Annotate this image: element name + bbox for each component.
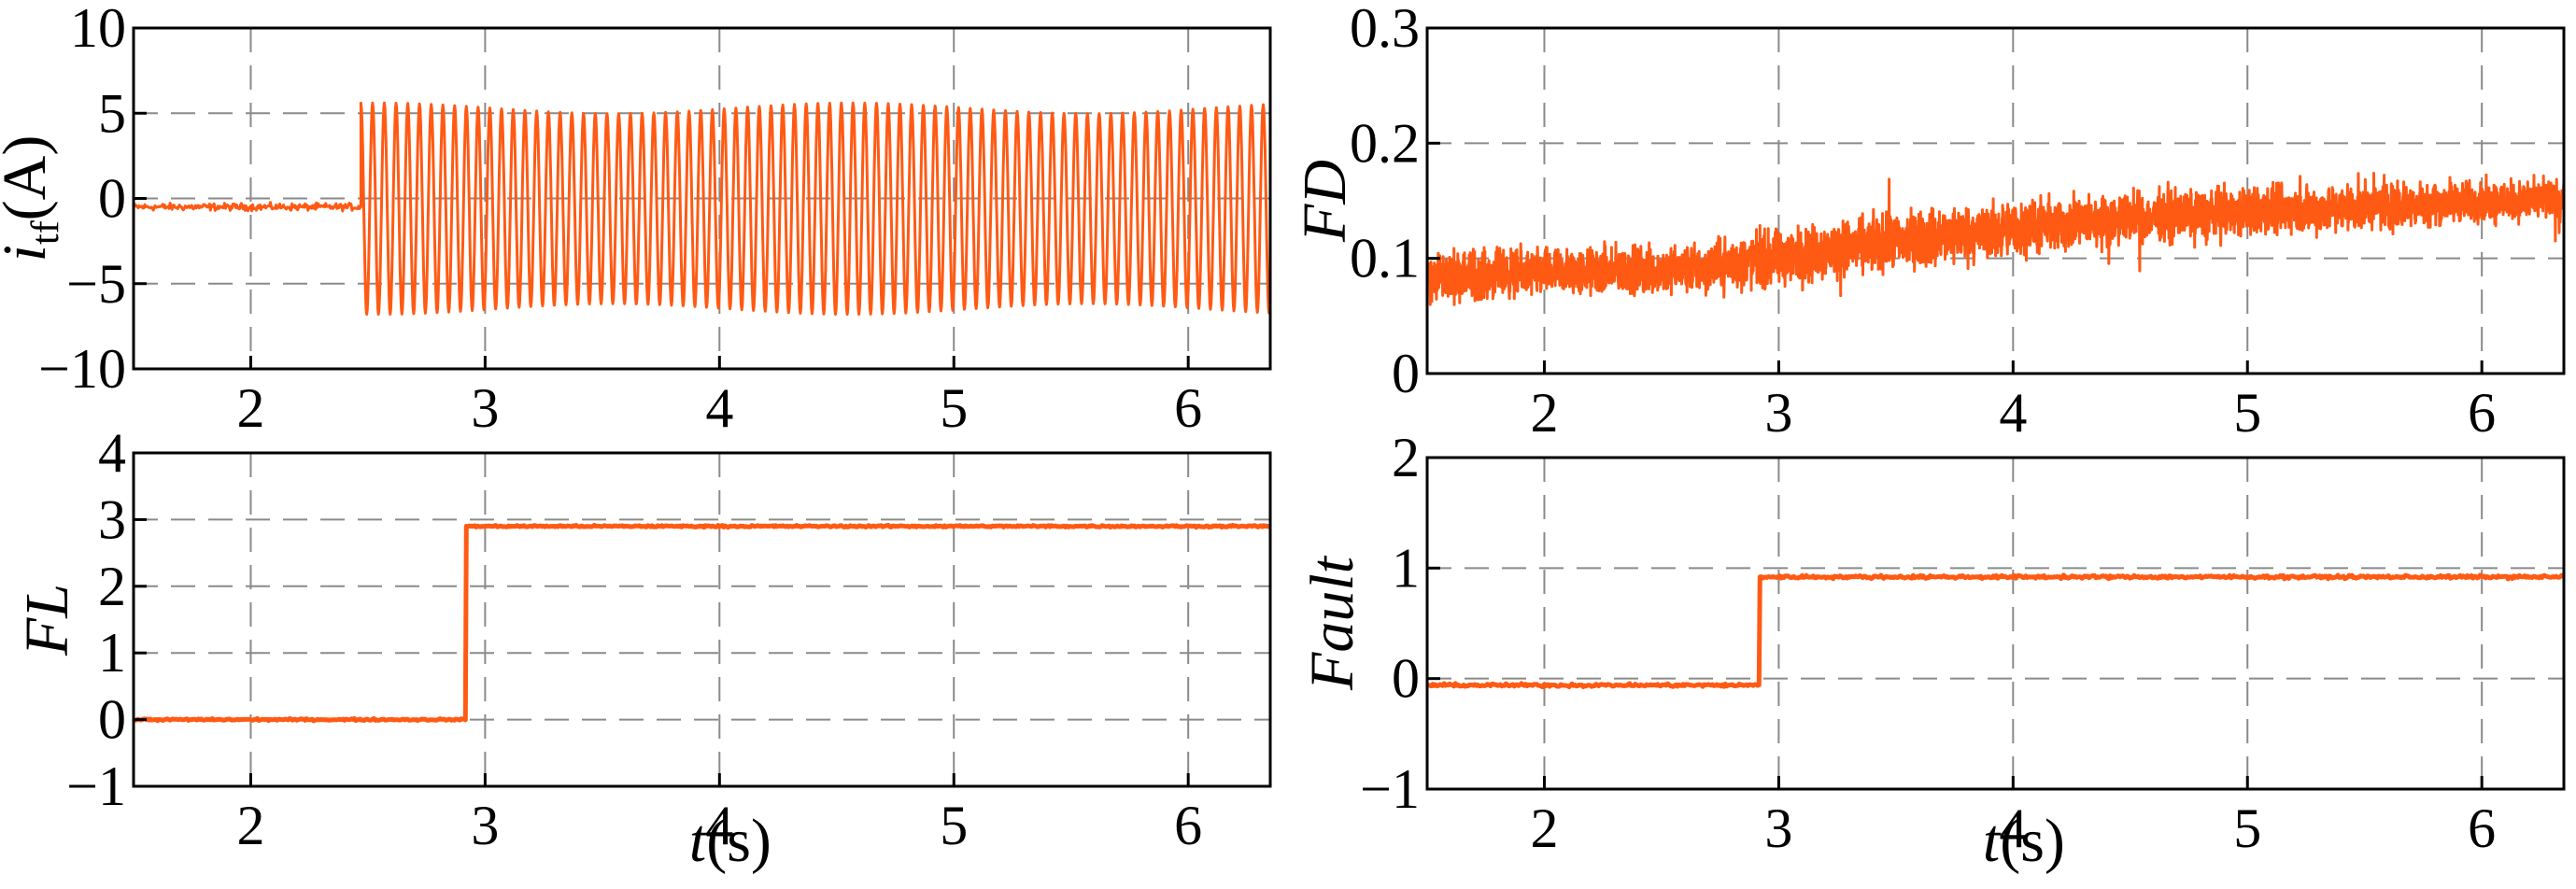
x-tick-label: 4 bbox=[705, 795, 733, 856]
y-tick-label: 0.3 bbox=[1350, 0, 1420, 59]
x-axis-symbol: t bbox=[689, 807, 708, 875]
plot-frame bbox=[1425, 456, 2566, 791]
series-line-fd bbox=[1427, 172, 2564, 306]
y-tick-label: 10 bbox=[70, 0, 126, 59]
y-axis-subscript: tf bbox=[24, 220, 67, 245]
x-tick-label: 5 bbox=[2233, 797, 2261, 859]
y-axis-symbol: i bbox=[0, 245, 59, 261]
x-tick-label: 2 bbox=[1530, 382, 1558, 444]
x-axis-symbol: t bbox=[1983, 807, 2002, 875]
x-tick-label: 3 bbox=[1764, 797, 1792, 859]
plot-frame bbox=[132, 451, 1272, 788]
x-tick-label: 4 bbox=[1999, 382, 2027, 444]
y-axis-label: Fault bbox=[1298, 555, 1366, 691]
x-tick-label: 3 bbox=[1764, 382, 1792, 444]
y-tick-label: 0 bbox=[98, 168, 126, 230]
x-tick-label: 4 bbox=[705, 377, 733, 439]
y-tick-label: 0.1 bbox=[1350, 228, 1420, 289]
x-axis-unit: (s) bbox=[2000, 807, 2065, 875]
x-tick-label: 6 bbox=[2468, 382, 2496, 444]
plot-frame bbox=[1425, 26, 2566, 375]
x-tick-label: 6 bbox=[1174, 795, 1202, 856]
series-line-fl bbox=[134, 522, 1270, 724]
x-axis-label: t(s) bbox=[689, 807, 771, 875]
y-axis-symbol: FD bbox=[1291, 160, 1359, 243]
chart-fault: 2 3 4 5 6 2 1 0 −1 Fault t(s) bbox=[1298, 427, 2566, 875]
x-tick-label: 2 bbox=[236, 377, 264, 439]
y-tick-label: 0 bbox=[98, 689, 126, 751]
y-tick-label: 0 bbox=[1392, 343, 1420, 404]
y-tick-label: 2 bbox=[1392, 427, 1420, 488]
x-tick-label: 5 bbox=[2233, 382, 2261, 444]
y-tick-label: −1 bbox=[66, 755, 126, 817]
y-tick-label: 3 bbox=[98, 488, 126, 550]
x-tick-label: 6 bbox=[1174, 377, 1202, 439]
y-tick-label: 2 bbox=[98, 556, 126, 617]
x-tick-label: 2 bbox=[236, 795, 264, 856]
x-tick-label: 3 bbox=[471, 795, 499, 856]
x-tick-label: 5 bbox=[940, 377, 968, 439]
x-tick-label: 4 bbox=[1999, 797, 2027, 859]
y-tick-label: 1 bbox=[98, 622, 126, 684]
x-tick-label: 5 bbox=[940, 795, 968, 856]
y-tick-label: 0 bbox=[1392, 648, 1420, 710]
series-line-fault bbox=[1427, 572, 2564, 690]
chart-fd: 2 3 4 5 6 0.3 0.2 0.1 0 FD bbox=[1291, 0, 2566, 444]
y-axis-unit: (A) bbox=[0, 135, 59, 221]
y-axis-symbol: FL bbox=[13, 584, 81, 656]
y-axis-symbol: Fault bbox=[1298, 555, 1366, 691]
chart-itf: 2 3 4 5 6 10 5 0 −5 −10 itf(A) bbox=[0, 0, 1272, 439]
y-axis-label: FL bbox=[13, 584, 81, 656]
x-tick-label: 2 bbox=[1530, 797, 1558, 859]
x-tick-label: 3 bbox=[471, 377, 499, 439]
y-tick-label: 5 bbox=[98, 82, 126, 144]
y-axis-label: itf(A) bbox=[0, 135, 67, 262]
x-axis-label: t(s) bbox=[1983, 807, 2065, 875]
y-tick-label: 1 bbox=[1392, 537, 1420, 599]
y-tick-label: −10 bbox=[38, 338, 126, 400]
series-line-itf bbox=[134, 101, 1270, 317]
x-tick-label: 6 bbox=[2468, 797, 2496, 859]
x-axis-unit: (s) bbox=[706, 807, 771, 875]
y-tick-label: 0.2 bbox=[1350, 112, 1420, 174]
y-tick-label: −1 bbox=[1360, 758, 1420, 820]
y-tick-label: 4 bbox=[98, 422, 126, 484]
y-axis-label: FD bbox=[1291, 160, 1359, 243]
y-tick-label: −5 bbox=[66, 253, 126, 315]
